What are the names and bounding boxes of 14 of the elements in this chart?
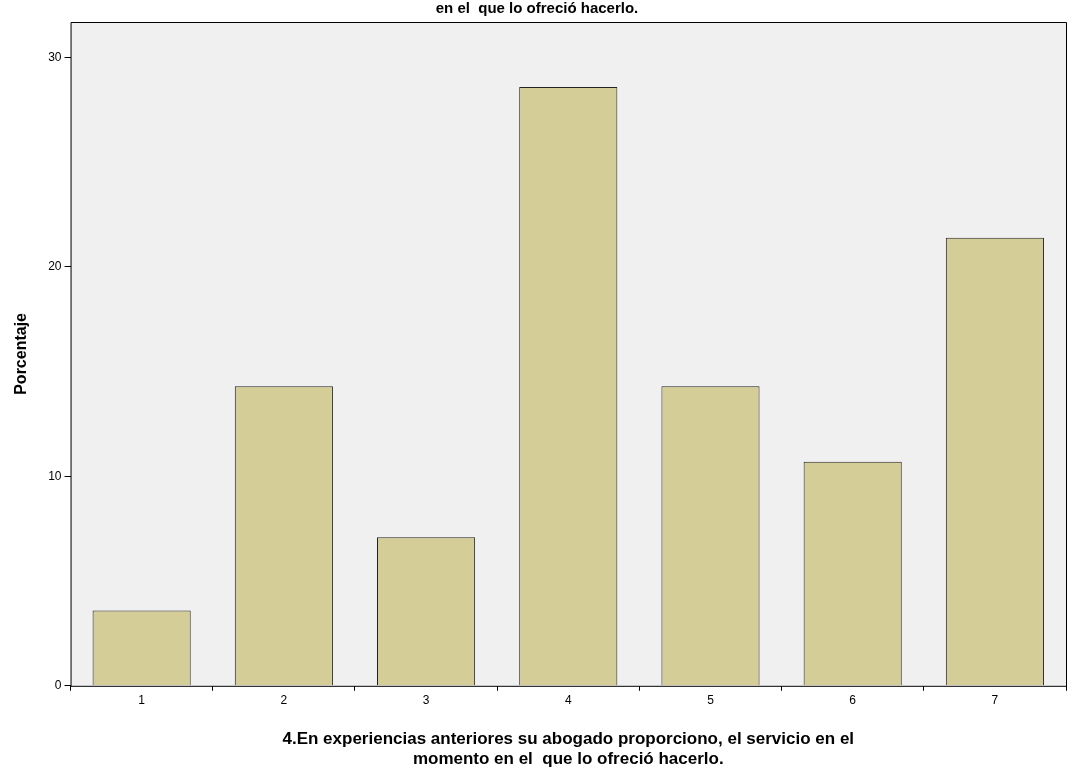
y-tick-label: 10: [48, 468, 62, 483]
x-tick-label: 2: [280, 693, 288, 708]
x-tick-label: 5: [707, 693, 715, 708]
y-axis-title: Porcentaje: [12, 312, 30, 395]
x-tick-label: 3: [422, 693, 430, 708]
y-tick-label: 0: [54, 678, 62, 693]
chart-title: en el que lo ofreció hacerlo.: [435, 0, 639, 17]
y-tick-label: 30: [48, 49, 62, 64]
x-tick-label: 7: [991, 693, 999, 708]
x-tick-label: 1: [138, 693, 146, 708]
x-tick-label: 4: [564, 693, 572, 708]
x-axis-title: 4.En experiencias anteriores su abogado proporciono, el servicio en el momento en el que lo ofreció hacerlo.: [282, 729, 855, 769]
x-tick-label: 6: [849, 693, 857, 708]
y-tick-label: 20: [48, 259, 62, 274]
